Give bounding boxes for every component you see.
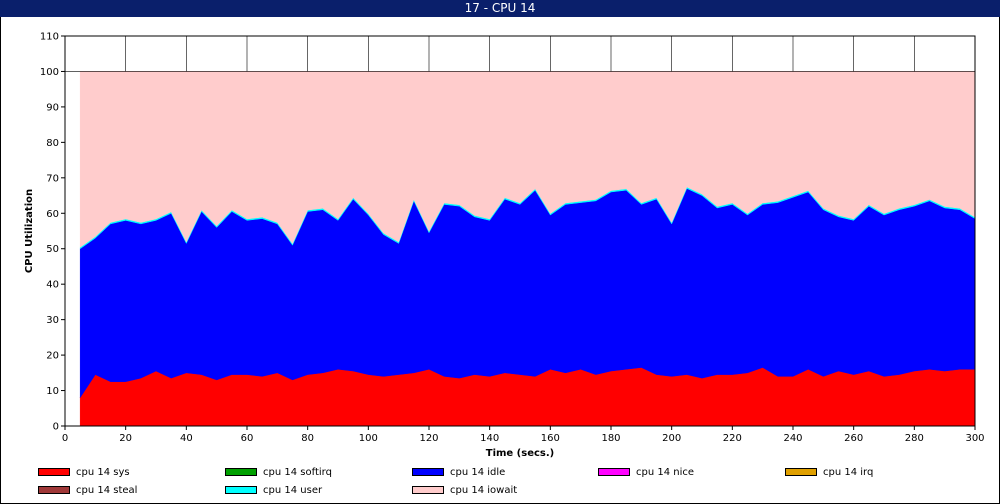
y-tick-label: 80 (46, 138, 59, 149)
x-tick-label: 120 (419, 433, 438, 444)
y-tick-label: 10 (46, 386, 59, 397)
x-tick-label: 60 (241, 433, 254, 444)
legend-swatch (225, 486, 257, 494)
legend-label: cpu 14 user (263, 485, 323, 496)
plot-frame (64, 35, 976, 427)
legend-swatch (412, 468, 444, 476)
x-tick-label: 140 (480, 433, 499, 444)
y-tick-label: 20 (46, 351, 59, 362)
x-axis-label: Time (secs.) (486, 448, 555, 459)
x-tick-label: 40 (180, 433, 193, 444)
legend-label: cpu 14 iowait (450, 485, 518, 496)
y-tick-label: 40 (46, 280, 59, 291)
legend-swatch (412, 486, 444, 494)
y-tick-label: 100 (40, 67, 59, 78)
legend-swatch (785, 468, 817, 476)
y-tick-label: 30 (46, 315, 59, 326)
x-tick-label: 80 (301, 433, 314, 444)
y-tick-label: 70 (46, 173, 59, 184)
x-tick-label: 240 (783, 433, 802, 444)
x-tick-label: 280 (905, 433, 924, 444)
legend-swatch (38, 486, 70, 494)
chart-plot: 0 10 20 30 40 50 60 70 80 90 100 110 0 20 40 60 80 100 120… (24, 32, 985, 460)
legend-label: cpu 14 irq (823, 467, 874, 478)
y-tick-label: 0 (53, 422, 59, 433)
x-tick-label: 180 (601, 433, 620, 444)
x-tick-label: 0 (62, 433, 68, 444)
y-axis-label: CPU Utilization (24, 189, 35, 273)
legend-swatch (38, 468, 70, 476)
x-tick-label: 260 (844, 433, 863, 444)
y-tick-label: 110 (40, 32, 59, 43)
x-tick-label: 160 (541, 433, 560, 444)
legend-label: cpu 14 steal (76, 485, 138, 496)
x-tick-label: 220 (723, 433, 742, 444)
x-tick-label: 300 (965, 433, 984, 444)
y-tick-label: 60 (46, 209, 59, 220)
legend-swatch (225, 468, 257, 476)
legend-label: cpu 14 nice (636, 467, 695, 478)
x-tick-label: 20 (119, 433, 132, 444)
window-title: 17 - CPU 14 (0, 0, 1000, 17)
legend-swatch (598, 468, 630, 476)
legend-label: cpu 14 softirq (263, 467, 332, 478)
legend-label: cpu 14 sys (76, 467, 130, 478)
x-tick-label: 200 (662, 433, 681, 444)
y-tick-label: 50 (46, 244, 59, 255)
y-tick-label: 90 (46, 102, 59, 113)
x-tick-label: 100 (359, 433, 378, 444)
legend: cpu 14 sys cpu 14 softirq cpu 14 idle cpu 1… (0, 462, 1000, 504)
legend-label: cpu 14 idle (450, 467, 506, 478)
